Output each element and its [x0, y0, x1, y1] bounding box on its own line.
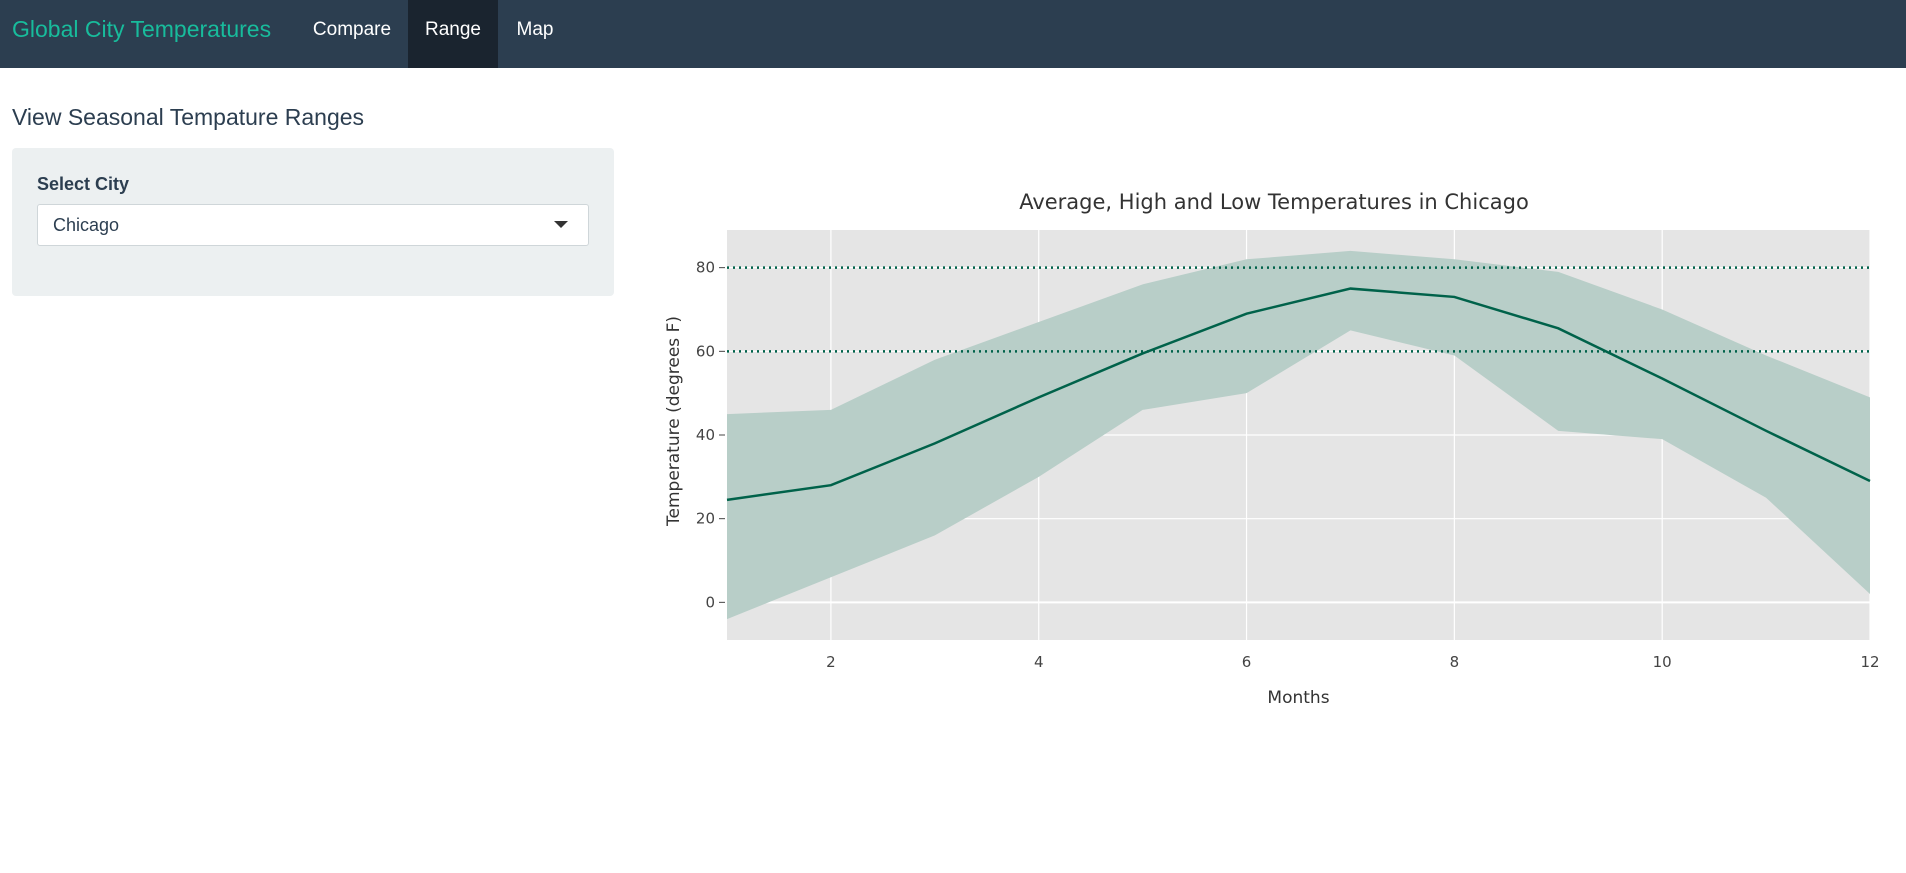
chevron-down-icon — [554, 221, 568, 228]
reference-lines — [727, 266, 1870, 353]
x-tick-label: 2 — [826, 653, 836, 671]
brand-link[interactable]: Global City Temperatures — [12, 16, 272, 42]
x-axis-label: Months — [1267, 688, 1329, 708]
sidebar-panel: Select City Chicago — [12, 148, 614, 296]
tab-range[interactable]: Range — [408, 0, 498, 68]
chart-title: Average, High and Low Temperatures in Ch… — [1019, 190, 1529, 214]
tab-compare[interactable]: Compare — [312, 19, 392, 40]
y-tick-label: 0 — [705, 593, 715, 611]
x-tick-label: 6 — [1242, 653, 1252, 671]
x-tick-label: 8 — [1450, 653, 1460, 671]
x-tick-label: 12 — [1860, 653, 1879, 671]
tab-map[interactable]: Map — [516, 19, 554, 40]
y-axis-ticks: 0 20 40 60 80 — [696, 259, 725, 611]
x-axis-ticks: 2 4 6 8 10 12 — [826, 653, 1879, 671]
y-tick-label: 20 — [696, 510, 715, 528]
y-tick-label: 80 — [696, 259, 715, 277]
x-tick-label: 4 — [1034, 653, 1044, 671]
x-tick-label: 10 — [1653, 653, 1672, 671]
navbar: Global City Temperatures Compare Range M… — [0, 0, 1906, 68]
y-axis-label: Temperature (degrees F) — [664, 316, 684, 527]
city-select[interactable]: Chicago — [37, 204, 589, 246]
y-tick-label: 60 — [696, 342, 715, 360]
y-tick-label: 40 — [696, 426, 715, 444]
high-low-band — [727, 250, 1870, 620]
city-select-value: Chicago — [53, 215, 120, 235]
temperature-chart: 2 4 6 8 10 12 0 20 40 60 80 Average, High and Low… — [664, 190, 1880, 708]
average-line — [726, 287, 1871, 502]
page-title: View Seasonal Tempature Ranges — [12, 104, 365, 130]
city-select-label: Select City — [37, 174, 130, 194]
